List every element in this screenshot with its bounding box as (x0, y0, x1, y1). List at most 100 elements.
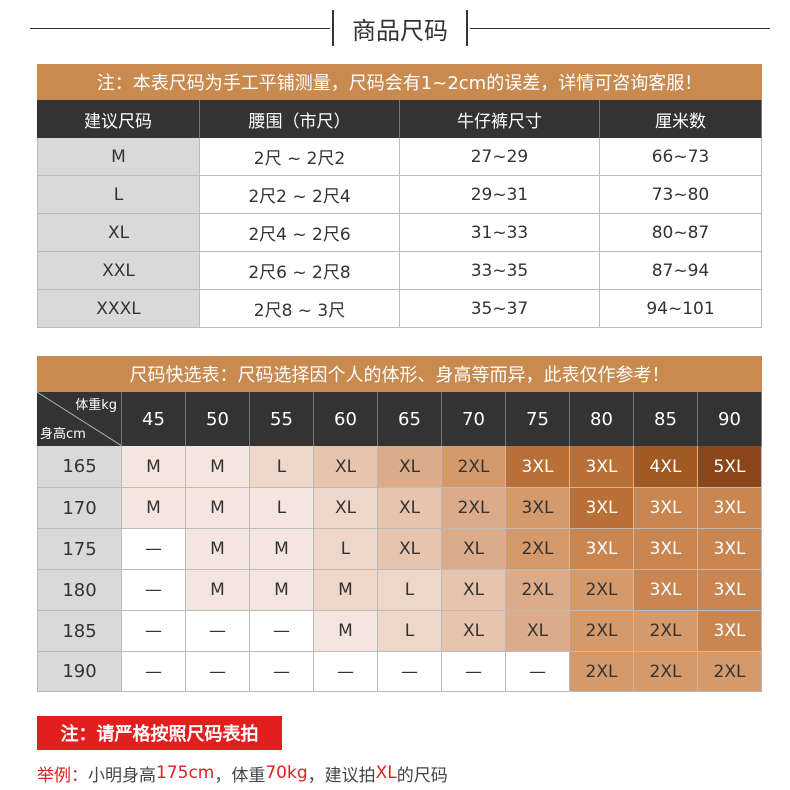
size-cell: L (378, 570, 442, 611)
size-cell: 3XL (698, 488, 762, 529)
table-cell: XXL (37, 252, 200, 290)
table-cell: XL (37, 214, 200, 252)
size-cell: M (122, 488, 186, 529)
size-cell: XL (442, 611, 506, 652)
header-cell: 厘米数 (600, 100, 762, 138)
table-cell: 33~35 (400, 252, 600, 290)
table-cell: 29~31 (400, 176, 600, 214)
example-part: 70kg (265, 763, 308, 783)
size-cell: XL (314, 488, 378, 529)
size-cell: — (122, 529, 186, 570)
size-cell: L (250, 446, 314, 488)
size-cell: — (378, 652, 442, 692)
size-cell: 3XL (506, 446, 570, 488)
size-cell: L (378, 611, 442, 652)
size-cell: M (186, 529, 250, 570)
size-cell: 3XL (506, 488, 570, 529)
corner-top: 体重kg (75, 398, 117, 413)
weight-header: 90 (698, 392, 762, 446)
rule (470, 28, 770, 29)
example: 举例： 小明身高 175cm ，体重 70kg ，建议拍 XL 的尺码 (37, 760, 448, 786)
warning: 注：请严格按照尺码表拍 (37, 716, 282, 750)
table-cell: 73~80 (600, 176, 762, 214)
table-cell: 87~94 (600, 252, 762, 290)
example-part: ，体重 (214, 765, 266, 786)
height-cell: 165 (37, 446, 122, 488)
table-cell: L (37, 176, 200, 214)
size-cell: — (314, 652, 378, 692)
rule (30, 28, 330, 29)
header-cell: 建议尺码 (37, 100, 200, 138)
size-cell: — (506, 652, 570, 692)
weight-header: 85 (634, 392, 698, 446)
size-cell: 2XL (570, 652, 634, 692)
corner-bottom: 身高cm (40, 427, 86, 442)
example-part: ，建议拍 (307, 765, 376, 786)
table-cell: 2尺4 ~ 2尺6 (200, 214, 400, 252)
size-cell: M (250, 529, 314, 570)
size-cell: 2XL (442, 446, 506, 488)
height-cell: 180 (37, 570, 122, 611)
size-cell: XL (378, 529, 442, 570)
size-cell: — (250, 652, 314, 692)
weight-header: 50 (186, 392, 250, 446)
weight-header: 65 (378, 392, 442, 446)
example-part: 的尺码 (396, 765, 448, 786)
size-cell: 2XL (634, 652, 698, 692)
size-cell: M (186, 446, 250, 488)
example-part: 举例： (37, 765, 88, 786)
table-cell: 27~29 (400, 138, 600, 176)
size-cell: — (250, 611, 314, 652)
size-cell: 3XL (634, 570, 698, 611)
weight-header: 75 (506, 392, 570, 446)
size-cell: M (250, 570, 314, 611)
size-cell: 2XL (442, 488, 506, 529)
table-cell: 2尺8 ~ 3尺 (200, 290, 400, 328)
size-cell: — (186, 611, 250, 652)
size-cell: XL (506, 611, 570, 652)
size-cell: M (186, 570, 250, 611)
size-cell: 5XL (698, 446, 762, 488)
height-cell: 185 (37, 611, 122, 652)
note: 尺码快选表：尺码选择因个人的体形、身高等而异，此表仅作参考！ (37, 356, 762, 392)
weight-header: 45 (122, 392, 186, 446)
height-cell: 170 (37, 488, 122, 529)
table-cell: 80~87 (600, 214, 762, 252)
weight-header: 60 (314, 392, 378, 446)
size-cell: 2XL (570, 611, 634, 652)
size-cell: — (122, 611, 186, 652)
table-cell: 2尺2 ~ 2尺4 (200, 176, 400, 214)
size-cell: 3XL (570, 529, 634, 570)
header-cell: 腰围（市尺） (200, 100, 400, 138)
size-cell: XL (314, 446, 378, 488)
page-title: 商品尺码 (332, 10, 468, 46)
size-cell: 2XL (634, 611, 698, 652)
size-cell: 2XL (506, 529, 570, 570)
table-cell: 2尺6 ~ 2尺8 (200, 252, 400, 290)
size-cell: — (122, 652, 186, 692)
size-cell: — (442, 652, 506, 692)
size-cell: 4XL (634, 446, 698, 488)
table-cell: XXXL (37, 290, 200, 328)
example-part: 小明身高 (88, 765, 156, 786)
weight-header: 55 (250, 392, 314, 446)
size-cell: 2XL (570, 570, 634, 611)
size-cell: XL (378, 446, 442, 488)
size-cell: 3XL (698, 611, 762, 652)
size-cell: 3XL (570, 446, 634, 488)
size-cell: — (186, 652, 250, 692)
size-cell: M (314, 611, 378, 652)
table-cell: 35~37 (400, 290, 600, 328)
size-cell: 2XL (698, 652, 762, 692)
weight-header: 70 (442, 392, 506, 446)
size-cell: — (122, 570, 186, 611)
example-part: XL (375, 763, 397, 783)
corner-cell: 体重kg 身高cm (37, 392, 122, 446)
height-cell: 190 (37, 652, 122, 692)
size-cell: XL (378, 488, 442, 529)
note: 注：本表尺码为手工平铺测量，尺码会有1~2cm的误差，详情可咨询客服！ (37, 64, 762, 100)
size-cell: 2XL (506, 570, 570, 611)
table-cell: 2尺 ~ 2尺2 (200, 138, 400, 176)
example-part: 175cm (156, 763, 215, 783)
